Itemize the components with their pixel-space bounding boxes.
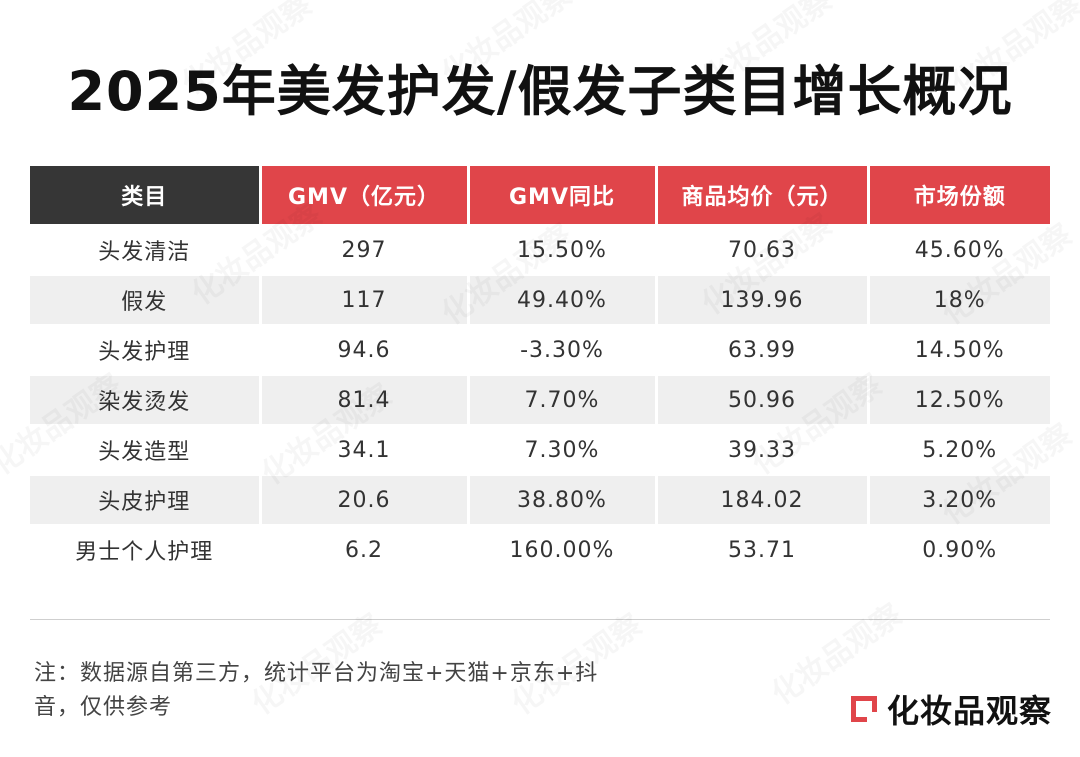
cell-category: 头发造型 [30, 424, 262, 475]
cell-category: 假发 [30, 274, 262, 325]
category-growth-table: 类目 GMV（亿元） GMV同比 商品均价（元） 市场份额 头发清洁 297 1… [30, 166, 1050, 574]
cell-gmv-yoy: 49.40% [468, 274, 658, 325]
cell-category: 头发清洁 [30, 224, 262, 275]
cell-avg-price: 53.71 [656, 524, 870, 574]
cell-gmv-yoy: 15.50% [468, 224, 658, 275]
cell-market-share: 5.20% [868, 424, 1050, 475]
cell-market-share: 0.90% [868, 524, 1050, 574]
cell-gmv-yoy: -3.30% [468, 324, 658, 375]
source-note-line: 音，仅供参考 [34, 695, 173, 720]
table-row: 头发造型 34.1 7.30% 39.33 5.20% [30, 424, 1050, 475]
cell-avg-price: 184.02 [656, 474, 870, 525]
brand-name: 化妆品观察 [886, 692, 1052, 730]
cell-gmv: 117 [260, 274, 470, 325]
cell-market-share: 3.20% [868, 474, 1050, 525]
cell-gmv: 20.6 [260, 474, 470, 525]
cell-market-share: 18% [868, 274, 1050, 325]
cell-avg-price: 39.33 [656, 424, 870, 475]
cell-category: 头皮护理 [30, 474, 262, 525]
table-row: 头发清洁 297 15.50% 70.63 45.60% [30, 224, 1050, 275]
source-note-line: 注：数据源自第三方，统计平台为淘宝+天猫+京东+抖 [34, 661, 599, 686]
cell-gmv-yoy: 38.80% [468, 474, 658, 525]
cell-gmv: 6.2 [260, 524, 470, 574]
table-row: 男士个人护理 6.2 160.00% 53.71 0.90% [30, 524, 1050, 574]
header-gmv: GMV（亿元） [260, 166, 470, 225]
cell-market-share: 14.50% [868, 324, 1050, 375]
cell-gmv: 297 [260, 224, 470, 275]
header-category: 类目 [30, 166, 262, 225]
cell-avg-price: 139.96 [656, 274, 870, 325]
cell-gmv: 94.6 [260, 324, 470, 375]
cell-gmv-yoy: 7.30% [468, 424, 658, 475]
cell-category: 头发护理 [30, 324, 262, 375]
cell-avg-price: 70.63 [656, 224, 870, 275]
cell-market-share: 12.50% [868, 374, 1050, 425]
table-row: 头发护理 94.6 -3.30% 63.99 14.50% [30, 324, 1050, 375]
source-note: 注：数据源自第三方，统计平台为淘宝+天猫+京东+抖 音，仅供参考 [34, 657, 734, 725]
brand-logo: 化妆品观察 [850, 686, 1052, 732]
header-gmv-yoy: GMV同比 [468, 166, 658, 225]
cell-market-share: 45.60% [868, 224, 1050, 275]
page-title: 2025年美发护发/假发子类目增长概况 [67, 60, 1013, 123]
cell-category: 染发烫发 [30, 374, 262, 425]
cell-avg-price: 63.99 [656, 324, 870, 375]
header-market-share: 市场份额 [868, 166, 1050, 225]
cell-gmv-yoy: 160.00% [468, 524, 658, 574]
table-row: 染发烫发 81.4 7.70% 50.96 12.50% [30, 374, 1050, 425]
cell-gmv: 81.4 [260, 374, 470, 425]
divider [30, 619, 1050, 620]
cell-gmv-yoy: 7.70% [468, 374, 658, 425]
cell-category: 男士个人护理 [30, 524, 262, 574]
cell-gmv: 34.1 [260, 424, 470, 475]
square-bracket-logo-icon [850, 696, 877, 722]
table-row: 假发 117 49.40% 139.96 18% [30, 274, 1050, 325]
header-avg-price: 商品均价（元） [656, 166, 870, 225]
cell-avg-price: 50.96 [656, 374, 870, 425]
table-row: 头皮护理 20.6 38.80% 184.02 3.20% [30, 474, 1050, 525]
table-header-row: 类目 GMV（亿元） GMV同比 商品均价（元） 市场份额 [30, 166, 1050, 225]
